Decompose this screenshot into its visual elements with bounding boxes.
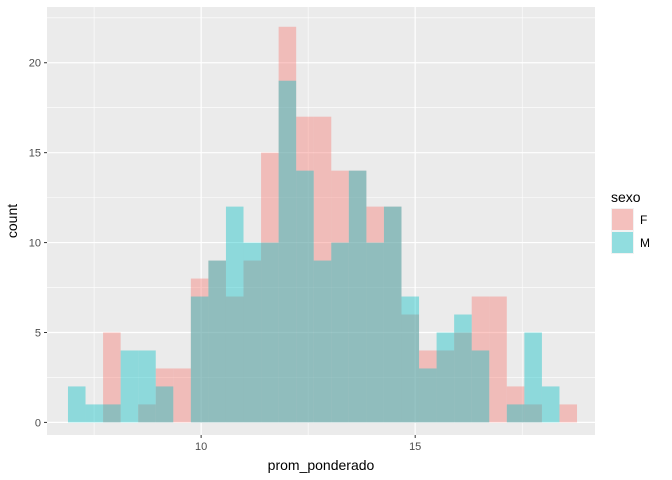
bar-M-14	[313, 260, 332, 423]
bar-F-18	[383, 206, 402, 423]
bar-M-20	[419, 368, 437, 423]
x-axis-title: prom_ponderado	[268, 457, 375, 473]
legend: sexo FM	[611, 189, 650, 254]
bar-F-26	[524, 404, 542, 423]
y-axis: 0 5 10 15 20	[29, 58, 47, 429]
grid-minor	[47, 7, 595, 435]
bar-M-17	[366, 242, 384, 423]
bar-M-8	[208, 260, 226, 423]
bar-F-14	[313, 116, 332, 423]
bar-F-12	[278, 26, 297, 423]
bar-F-4	[138, 404, 156, 423]
x-axis: 10 15	[195, 435, 421, 453]
bar-F-2	[103, 332, 121, 423]
y-tick-label-2: 10	[29, 238, 41, 250]
y-axis-title: count	[4, 204, 20, 238]
bars	[67, 26, 578, 423]
bar-F-22	[454, 332, 472, 423]
bar-M-12	[278, 80, 297, 423]
bar-M-4	[138, 350, 156, 423]
legend-swatch-F	[612, 209, 633, 230]
legend-label-M: M	[640, 236, 650, 250]
bar-F-17	[366, 206, 384, 423]
bar-M-11	[261, 242, 279, 423]
bar-F-15	[331, 170, 349, 423]
bar-F-24	[489, 296, 507, 423]
bar-F-8	[208, 260, 226, 423]
x-tick-label-0: 10	[195, 441, 207, 453]
bar-M-27	[541, 386, 560, 423]
y-tick-label-4: 20	[29, 58, 41, 70]
bar-M-2	[103, 404, 121, 423]
bar-F-5	[155, 368, 174, 423]
x-tick-label-1: 15	[409, 441, 421, 453]
y-tick-label-3: 15	[29, 148, 41, 160]
legend-key-M	[611, 231, 634, 254]
bar-F-16	[348, 170, 367, 423]
bar-F-10	[243, 260, 262, 423]
bar-M-3	[120, 350, 139, 423]
bar-M-16	[348, 170, 367, 423]
bar-F-19	[401, 314, 420, 423]
bar-M-19	[401, 296, 420, 423]
bar-F-20	[419, 350, 437, 423]
bar-M-13	[296, 170, 314, 423]
bar-M-7	[190, 296, 209, 423]
bar-F-13	[296, 116, 314, 423]
bar-M-0	[67, 386, 86, 423]
legend-label-F: F	[640, 213, 647, 227]
bar-M-18	[383, 206, 402, 423]
bar-M-25	[506, 404, 525, 423]
panel-background	[47, 7, 595, 435]
bar-M-10	[243, 242, 262, 423]
bar-M-26	[524, 332, 542, 423]
bar-M-5	[155, 386, 174, 423]
bar-F-11	[261, 152, 279, 423]
bar-M-15	[331, 242, 349, 423]
bar-F-21	[436, 350, 455, 423]
legend-title: sexo	[611, 189, 641, 205]
bar-F-6	[173, 368, 191, 423]
bar-M-9	[225, 206, 244, 423]
bar-F-28	[559, 404, 578, 423]
y-tick-label-0: 0	[35, 417, 41, 429]
legend-key-F	[611, 208, 634, 231]
bar-M-1	[85, 404, 104, 423]
y-tick-label-1: 5	[35, 327, 41, 339]
bar-F-7	[190, 278, 209, 423]
bar-M-23	[471, 350, 490, 423]
bar-F-25	[506, 386, 525, 423]
bar-F-9	[225, 296, 244, 423]
bar-F-23	[471, 296, 490, 423]
grid-major	[47, 7, 595, 435]
bar-M-21	[436, 332, 455, 423]
legend-swatch-M	[612, 232, 633, 253]
bar-M-22	[454, 314, 472, 423]
